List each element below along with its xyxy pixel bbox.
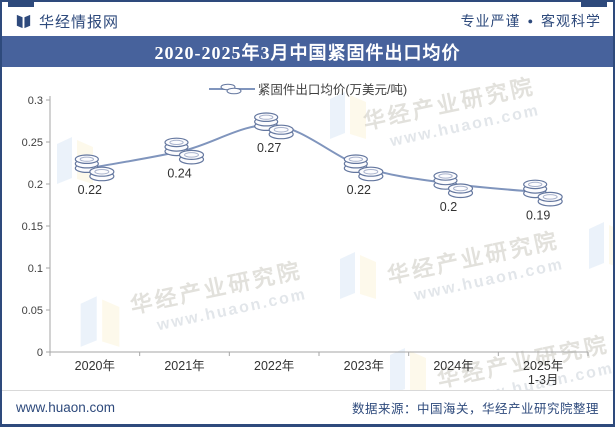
chart-region: 华经产业研究院 www.huaon.com 华经产业研究院 www.huaon.… [2,67,613,391]
svg-text:2024年: 2024年 [433,359,473,373]
svg-text:0.22: 0.22 [347,183,371,197]
legend-line-marker-icon [208,80,256,98]
book-logo-watermark [78,293,122,354]
svg-text:2022年: 2022年 [254,359,294,373]
brand-name: 华经情报网 [39,13,120,31]
svg-text:2023年: 2023年 [344,359,384,373]
svg-text:0.22: 0.22 [78,183,102,197]
coin-stack-marker [523,179,563,207]
book-logo-watermark [328,89,368,146]
coin-stack-marker [343,154,384,182]
legend-label: 紧固件出口均价(万美元/吨) [257,83,408,97]
chart-title: 2020-2025年3月中国紧固件出口均价 [154,42,461,63]
svg-text:2020年: 2020年 [75,359,115,373]
svg-text:0.24: 0.24 [167,166,191,180]
frame-corner-accent [8,2,34,7]
slogan-separator-dot: ● [527,15,534,26]
svg-text:0.2: 0.2 [440,200,457,214]
svg-text:0.27: 0.27 [257,141,281,155]
footer-website-link[interactable]: www.huaon.com [16,400,116,415]
header-slogan: 专业严谨 ● 客观科学 [461,11,601,31]
svg-text:0.2: 0.2 [28,179,43,191]
book-logo-watermark [388,345,428,391]
svg-text:0.19: 0.19 [526,208,550,222]
svg-text:0.25: 0.25 [22,137,43,149]
svg-text:0.05: 0.05 [22,305,43,317]
line-chart: 0 0.05 0.1 0.15 0.2 0.25 0.3 2020年 2021年 2022年 202… [22,95,589,387]
coin-stack-marker [74,154,115,182]
footer: www.huaon.com 数据来源：中国海关，华经产业研究院整理 [2,390,613,424]
svg-text:0.1: 0.1 [28,263,43,275]
coin-stack-marker [433,171,474,199]
brand: 华经情报网 [14,11,119,32]
svg-text:2021年: 2021年 [164,359,204,373]
header: 华经情报网 专业严谨 ● 客观科学 [14,7,601,35]
svg-text:0: 0 [37,347,43,359]
svg-text:2025年: 2025年 [523,359,563,373]
svg-text:0.3: 0.3 [28,95,43,107]
huajing-book-logo-icon [14,12,33,31]
svg-text:0.15: 0.15 [22,221,43,233]
slogan-part2: 客观科学 [541,13,601,29]
coin-stack-marker [164,137,205,165]
chart-title-bar: 2020-2025年3月中国紧固件出口均价 [2,36,613,67]
book-logo-watermark [587,219,613,276]
book-logo-watermark [338,249,378,306]
slogan-part1: 专业严谨 [460,13,521,29]
chart-legend: 紧固件出口均价(万美元/吨) [2,79,613,98]
frame-corner-accent [581,2,607,7]
svg-text:1-3月: 1-3月 [528,373,559,387]
data-source-note: 数据来源：中国海关，华经产业研究院整理 [351,402,599,416]
coin-stack-marker [254,112,294,140]
